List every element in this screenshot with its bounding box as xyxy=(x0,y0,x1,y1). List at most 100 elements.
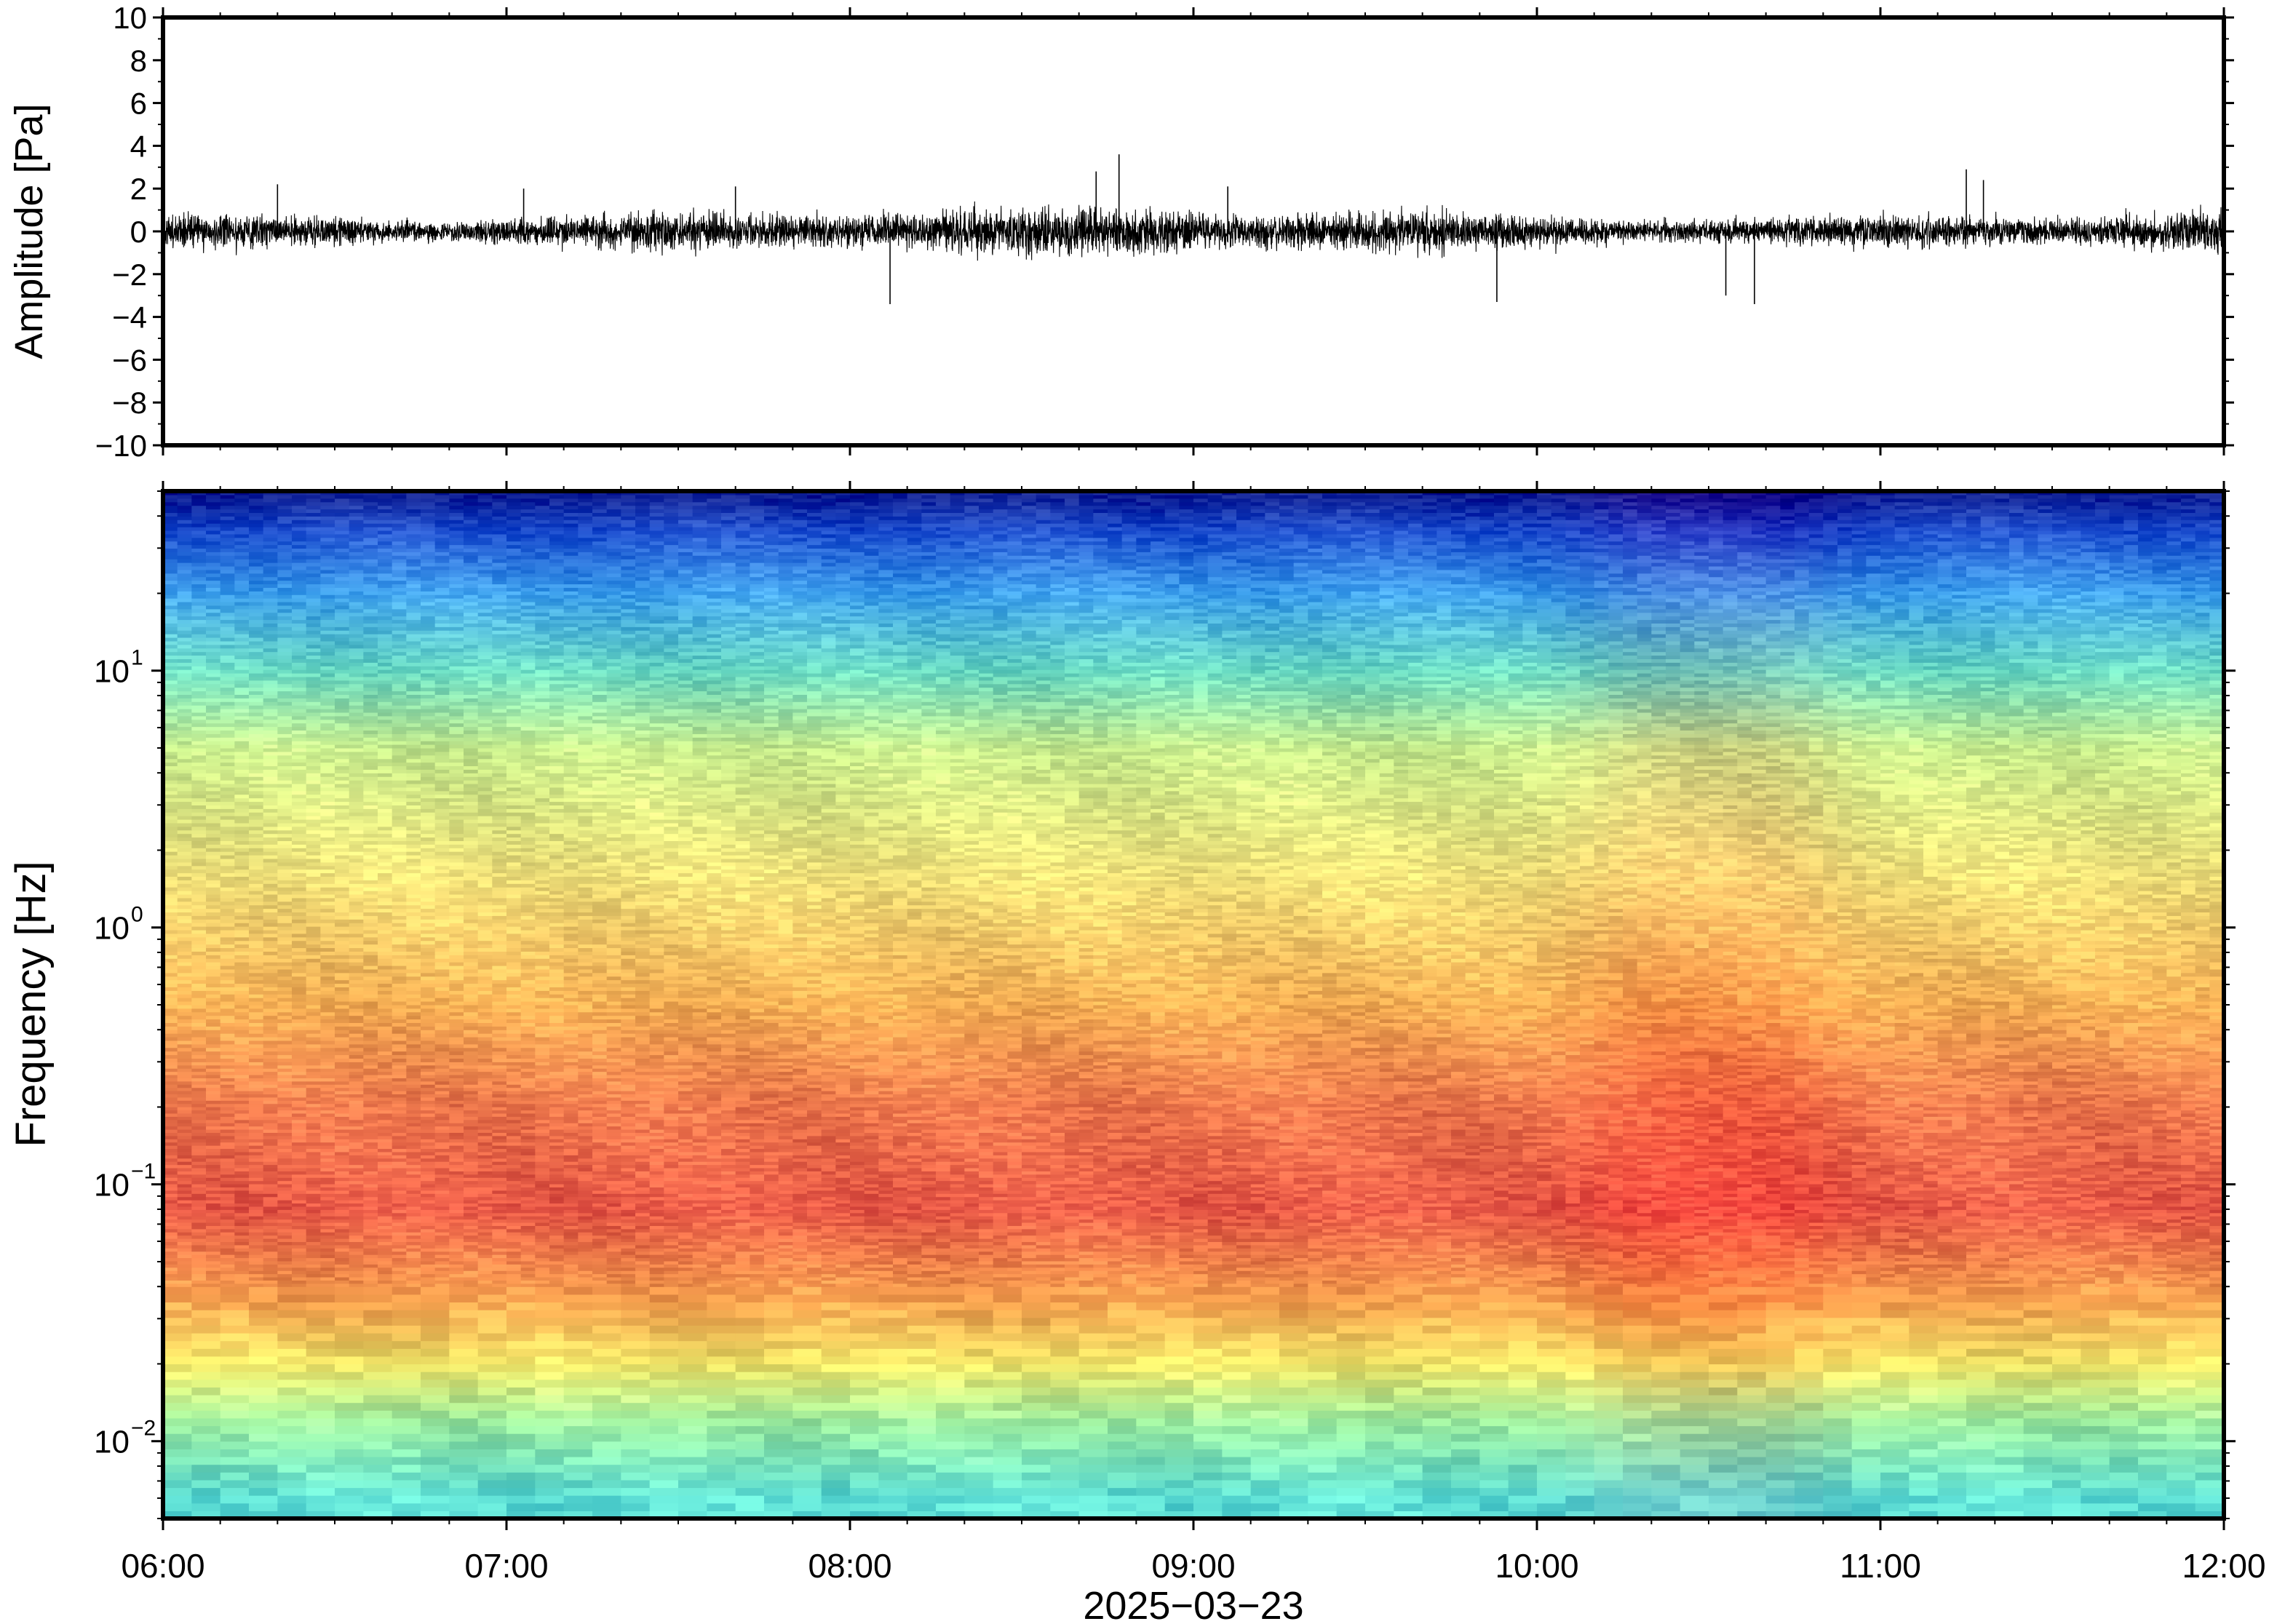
spectrogram-cell xyxy=(764,1267,779,1271)
spectrogram-cell xyxy=(1165,1457,1194,1465)
spectrogram-cell xyxy=(363,1364,392,1372)
spectrogram-cell xyxy=(163,1283,178,1287)
spectrogram-cell xyxy=(1795,1410,1824,1418)
spectrogram-cell xyxy=(621,1372,650,1380)
spectrogram-cell xyxy=(921,1277,936,1281)
spectrogram-cell xyxy=(1509,1294,1538,1302)
spectrogram-cell xyxy=(1766,1364,1795,1372)
spectrogram-cell xyxy=(1823,1302,1852,1310)
spectrogram-cell xyxy=(865,1283,879,1287)
spectrogram-cell xyxy=(878,1425,907,1433)
spectrogram-cell xyxy=(1852,1264,1867,1267)
spectrogram-cell xyxy=(2166,1418,2196,1426)
spectrogram-cell xyxy=(1136,1274,1151,1278)
spectrogram-cell xyxy=(378,1280,392,1283)
spectrogram-cell xyxy=(1766,1318,1795,1326)
spectrogram-cell xyxy=(950,1264,965,1267)
spectrogram-cell xyxy=(1165,1372,1194,1380)
spectrogram-cell xyxy=(392,1267,407,1271)
spectrogram-cell xyxy=(449,1274,464,1278)
spectrogram-cell xyxy=(1394,1318,1423,1326)
spectrogram-cell xyxy=(1966,1441,1995,1449)
spectrogram-cell xyxy=(1251,1283,1265,1287)
spectrogram-cell xyxy=(363,1403,392,1411)
spectrogram-cell xyxy=(1565,1395,1594,1403)
spectrogram-cell xyxy=(764,1286,793,1294)
spectrogram-cell xyxy=(721,1283,736,1287)
spectrogram-cell xyxy=(1365,1465,1394,1473)
spectrogram-cell xyxy=(1308,1425,1337,1433)
spectrogram-cell xyxy=(1479,1286,1509,1294)
spectrogram-cell xyxy=(363,1441,392,1449)
spectrogram-cell xyxy=(2052,1348,2081,1356)
spectrogram-cell xyxy=(878,1472,907,1480)
spectrogram-cell xyxy=(1509,1465,1538,1473)
spectrogram-cell xyxy=(335,1333,364,1341)
spectrogram-cell xyxy=(492,1274,506,1278)
spectrogram-cell xyxy=(449,1403,478,1411)
spectrogram-cell xyxy=(2110,1264,2124,1267)
spectrogram-cell xyxy=(535,1449,564,1457)
spectrogram-cell xyxy=(1938,1503,1967,1511)
spectrogram-cell xyxy=(1151,1280,1165,1283)
spectrogram-cell xyxy=(249,1487,278,1495)
spectrogram-cell xyxy=(2110,1364,2139,1372)
spectrogram-cell xyxy=(650,1286,679,1294)
spectrogram-cell xyxy=(1923,1264,1938,1267)
spectrogram-cell xyxy=(1193,1449,1223,1457)
spectrogram-cell xyxy=(1680,1356,1709,1364)
spectrogram-cell xyxy=(1494,1270,1509,1274)
spectrogram-cell xyxy=(822,1395,851,1403)
spectrogram-cell xyxy=(2052,1395,2081,1403)
spectrogram-cell xyxy=(578,1280,592,1283)
spectrogram-cell xyxy=(850,1325,879,1333)
spectrogram-cell xyxy=(2081,1310,2110,1318)
spectrogram-cell xyxy=(678,1449,707,1457)
spectrogram-cell xyxy=(721,1270,736,1274)
spectrogram-cell xyxy=(1108,1364,1137,1372)
spectrogram-cell xyxy=(993,1341,1022,1349)
spectrogram-cell xyxy=(1938,1302,1967,1310)
spectrogram-cell xyxy=(1451,1277,1466,1281)
spectrogram-cell xyxy=(1466,1280,1480,1283)
spectrogram-cell xyxy=(1509,1495,1538,1503)
spectrogram-cell xyxy=(335,1280,349,1283)
spectrogram-cell xyxy=(1222,1325,1251,1333)
spectrogram-cell xyxy=(277,1433,306,1441)
spectrogram-cell xyxy=(506,1472,536,1480)
spectrogram-cell xyxy=(1823,1387,1852,1395)
spectrogram-cell xyxy=(1823,1395,1852,1403)
spectrogram-cell xyxy=(277,1480,306,1488)
spectrogram-cell xyxy=(277,1457,306,1465)
spectrogram-cell xyxy=(1580,1277,1594,1281)
spectrogram-cell xyxy=(249,1364,278,1372)
spectrogram-cell xyxy=(1007,1274,1022,1278)
spectrogram-cell xyxy=(1294,1274,1308,1278)
spectrogram-cell xyxy=(1050,1372,1079,1380)
spectrogram-cell xyxy=(1909,1441,1938,1449)
spectrogram-cell xyxy=(822,1302,851,1310)
spectrogram-cell xyxy=(822,1294,851,1302)
spectrogram-cell xyxy=(878,1318,907,1326)
spectrogram-cell xyxy=(878,1457,907,1465)
spectrogram-cell xyxy=(664,1270,678,1274)
spectrogram-cell xyxy=(1079,1380,1108,1388)
spectrogram-cell xyxy=(1193,1333,1223,1341)
spectrogram-cell xyxy=(449,1425,478,1433)
spectrogram-cell xyxy=(178,1274,192,1278)
spectrogram-cell xyxy=(621,1348,650,1356)
spectrogram-cell xyxy=(1165,1387,1194,1395)
spectrogram-cell xyxy=(936,1372,965,1380)
spectrogram-cell xyxy=(835,1267,850,1271)
spectrogram-cell xyxy=(1623,1410,1652,1418)
spectrogram-cell xyxy=(421,1487,450,1495)
spectrogram-cell xyxy=(1809,1267,1824,1271)
spectrogram-cell xyxy=(1279,1418,1308,1426)
spectrogram-cell xyxy=(993,1325,1022,1333)
spectrogram-cell xyxy=(1165,1356,1194,1364)
spectrogram-cell xyxy=(1337,1465,1366,1473)
spectrogram-cell xyxy=(936,1286,965,1294)
spectrogram-cell xyxy=(1823,1318,1852,1326)
spectrogram-cell xyxy=(220,1380,250,1388)
spectrogram-cell xyxy=(478,1325,507,1333)
